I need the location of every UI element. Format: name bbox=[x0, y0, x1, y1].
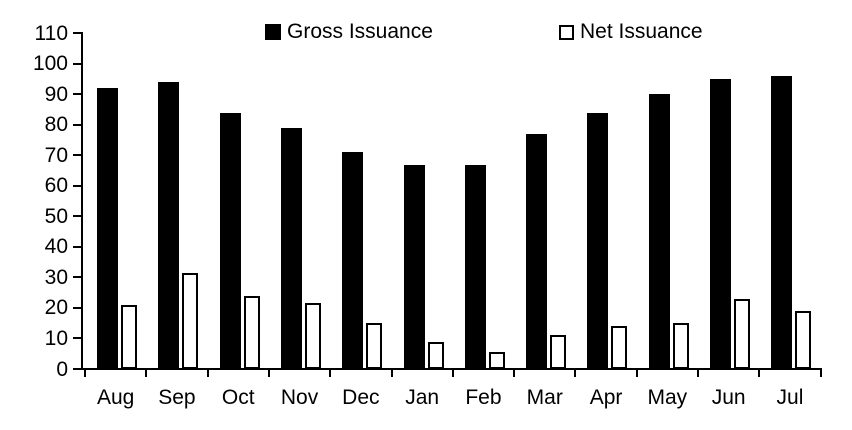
y-tick-label: 20 bbox=[44, 296, 68, 320]
x-axis-tick bbox=[206, 369, 209, 377]
bar-net-dec bbox=[366, 323, 383, 369]
x-category-label: Feb bbox=[465, 386, 502, 409]
x-category-label: Jan bbox=[405, 386, 440, 409]
y-tick-label: 30 bbox=[44, 265, 68, 289]
y-axis-tick bbox=[73, 184, 81, 187]
bar-net-feb bbox=[488, 352, 505, 369]
x-axis-tick bbox=[267, 369, 270, 377]
legend-item-gross-issuance: Gross Issuance bbox=[265, 20, 433, 44]
x-axis-tick bbox=[84, 369, 86, 377]
y-axis-tick bbox=[73, 337, 81, 340]
bar-net-mar bbox=[550, 335, 567, 369]
net-issuance-swatch-icon bbox=[559, 24, 574, 40]
bar-net-sep bbox=[182, 273, 199, 369]
bar-net-jul bbox=[795, 311, 812, 369]
y-axis-tick bbox=[73, 154, 81, 157]
y-axis-tick bbox=[73, 245, 81, 248]
x-category-label: Sep bbox=[158, 386, 196, 409]
x-axis-tick bbox=[697, 369, 699, 377]
x-category-label: Jul bbox=[776, 386, 804, 409]
bar-net-nov bbox=[304, 303, 321, 369]
x-axis-tick bbox=[513, 369, 516, 377]
y-tick-label: 80 bbox=[44, 113, 68, 137]
y-tick-label: 90 bbox=[44, 82, 68, 106]
x-axis-tick bbox=[635, 369, 638, 377]
legend-label-gross-issuance: Gross Issuance bbox=[287, 20, 433, 43]
x-category-label: Jun bbox=[711, 386, 746, 409]
bar-net-jun bbox=[734, 299, 750, 369]
bar-gross-mar bbox=[526, 134, 548, 369]
bar-gross-sep bbox=[158, 82, 180, 369]
y-tick-label: 70 bbox=[44, 143, 68, 167]
legend-label-net-issuance: Net Issuance bbox=[580, 20, 703, 43]
y-tick-label: 0 bbox=[56, 357, 68, 381]
x-category-label: Mar bbox=[526, 386, 563, 409]
x-category-label: Dec bbox=[342, 386, 380, 409]
gross-issuance-swatch-icon bbox=[265, 24, 281, 40]
bar-gross-jul bbox=[771, 76, 793, 369]
y-tick-label: 50 bbox=[44, 204, 68, 228]
y-tick-label: 100 bbox=[32, 52, 68, 76]
y-axis-tick bbox=[73, 306, 81, 309]
bar-gross-jan bbox=[403, 165, 425, 369]
y-tick-label: 40 bbox=[44, 235, 68, 259]
y-axis-tick bbox=[73, 93, 81, 96]
bar-gross-oct bbox=[219, 113, 241, 369]
x-category-label: Apr bbox=[589, 386, 623, 409]
x-category-label: Nov bbox=[280, 386, 319, 409]
y-tick-label: 110 bbox=[34, 21, 68, 45]
bar-gross-nov bbox=[280, 128, 302, 369]
bar-gross-apr bbox=[587, 113, 609, 369]
x-axis-tick bbox=[819, 369, 822, 377]
x-category-label: Oct bbox=[221, 386, 255, 409]
x-axis-tick bbox=[145, 369, 148, 377]
x-axis-tick bbox=[574, 369, 577, 377]
x-axis-line bbox=[81, 368, 822, 370]
y-axis-tick bbox=[73, 276, 81, 279]
x-category-label: May bbox=[647, 386, 688, 409]
y-axis-tick bbox=[73, 215, 81, 218]
bar-net-jan bbox=[427, 342, 444, 369]
y-axis-tick bbox=[73, 368, 81, 370]
bar-gross-aug bbox=[97, 88, 118, 369]
x-axis-tick bbox=[390, 369, 393, 377]
bar-gross-feb bbox=[464, 165, 486, 369]
bar-net-aug bbox=[121, 305, 137, 369]
bar-net-oct bbox=[243, 296, 260, 369]
bar-net-may bbox=[672, 323, 689, 369]
y-axis-tick bbox=[73, 62, 81, 65]
bar-gross-dec bbox=[342, 152, 364, 369]
bar-gross-may bbox=[648, 94, 670, 369]
y-axis-line bbox=[81, 32, 83, 370]
bar-gross-jun bbox=[710, 79, 731, 369]
x-axis-tick bbox=[451, 369, 454, 377]
x-axis-tick bbox=[758, 369, 761, 377]
legend-item-net-issuance: Net Issuance bbox=[559, 20, 703, 44]
x-axis-tick bbox=[329, 369, 332, 377]
y-tick-label: 60 bbox=[44, 174, 68, 198]
y-tick-label: 10 bbox=[44, 326, 68, 350]
y-axis-tick bbox=[73, 32, 81, 35]
x-category-label: Aug bbox=[96, 386, 135, 409]
bar-net-apr bbox=[611, 326, 628, 369]
y-axis-tick bbox=[73, 123, 81, 126]
